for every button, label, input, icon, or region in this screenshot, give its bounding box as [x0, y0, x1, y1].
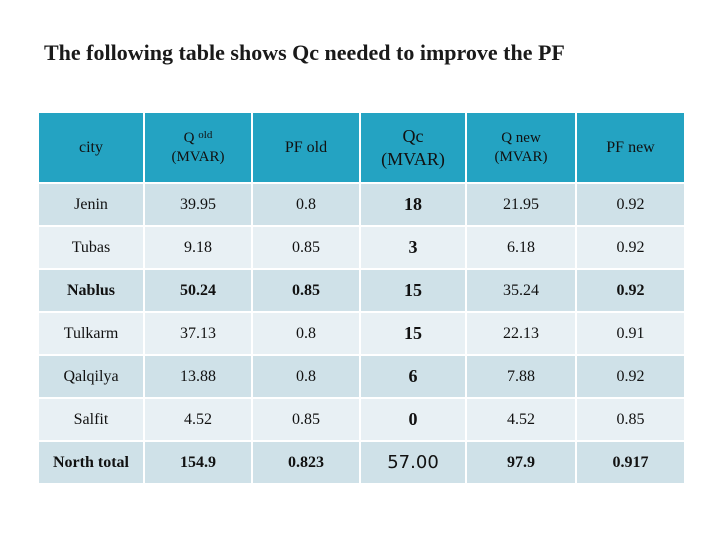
- cell-q-new: 22.13: [465, 311, 577, 356]
- cell-q-old: 154.9: [143, 440, 253, 485]
- cell-pf-new: 0.917: [575, 440, 686, 485]
- cell-pf-new: 0.92: [575, 182, 686, 227]
- cell-q-old: 13.88: [143, 354, 253, 399]
- cell-q-new: 97.9: [465, 440, 577, 485]
- page-title: The following table shows Qc needed to i…: [44, 40, 565, 65]
- cell-pf-old: 0.85: [251, 268, 361, 313]
- cell-city: Nablus: [37, 268, 145, 313]
- table-row: Jenin 39.95 0.8 18 21.95 0.92: [37, 182, 686, 227]
- table-header-row: city Q old (MVAR) PF old Qc (MVAR) Q new…: [37, 111, 686, 184]
- header-q-old: Q old (MVAR): [143, 111, 253, 184]
- cell-qc: 0: [359, 397, 467, 442]
- cell-city: Jenin: [37, 182, 145, 227]
- cell-q-old: 4.52: [143, 397, 253, 442]
- table-row: Tubas 9.18 0.85 3 6.18 0.92: [37, 225, 686, 270]
- cell-qc: 15: [359, 311, 467, 356]
- cell-pf-new: 0.92: [575, 225, 686, 270]
- cell-pf-new: 0.91: [575, 311, 686, 356]
- cell-q-old: 39.95: [143, 182, 253, 227]
- cell-q-new: 6.18: [465, 225, 577, 270]
- header-qc: Qc (MVAR): [359, 111, 467, 184]
- cell-city: Tubas: [37, 225, 145, 270]
- header-city: city: [37, 111, 145, 184]
- cell-pf-old: 0.8: [251, 354, 361, 399]
- cell-pf-old: 0.823: [251, 440, 361, 485]
- cell-pf-new: 0.92: [575, 354, 686, 399]
- pf-table: city Q old (MVAR) PF old Qc (MVAR) Q new…: [37, 111, 686, 485]
- cell-pf-new: 0.92: [575, 268, 686, 313]
- cell-qc: 3: [359, 225, 467, 270]
- header-pf-old: PF old: [251, 111, 361, 184]
- cell-pf-new: 0.85: [575, 397, 686, 442]
- cell-pf-old: 0.8: [251, 311, 361, 356]
- cell-qc: 18: [359, 182, 467, 227]
- cell-qc: 57.00: [359, 440, 467, 485]
- cell-pf-old: 0.8: [251, 182, 361, 227]
- cell-q-new: 21.95: [465, 182, 577, 227]
- table-row-total: North total 154.9 0.823 57.00 97.9 0.917: [37, 440, 686, 485]
- table-row: Qalqilya 13.88 0.8 6 7.88 0.92: [37, 354, 686, 399]
- cell-qc: 15: [359, 268, 467, 313]
- cell-q-old: 37.13: [143, 311, 253, 356]
- cell-q-new: 4.52: [465, 397, 577, 442]
- header-q-new: Q new (MVAR): [465, 111, 577, 184]
- header-pf-new: PF new: [575, 111, 686, 184]
- cell-city: Tulkarm: [37, 311, 145, 356]
- cell-pf-old: 0.85: [251, 225, 361, 270]
- cell-city: North total: [37, 440, 145, 485]
- cell-pf-old: 0.85: [251, 397, 361, 442]
- cell-q-old: 9.18: [143, 225, 253, 270]
- table-row: Nablus 50.24 0.85 15 35.24 0.92: [37, 268, 686, 313]
- cell-city: Qalqilya: [37, 354, 145, 399]
- cell-q-new: 35.24: [465, 268, 577, 313]
- cell-city: Salfit: [37, 397, 145, 442]
- cell-qc: 6: [359, 354, 467, 399]
- cell-q-old: 50.24: [143, 268, 253, 313]
- table-row: Tulkarm 37.13 0.8 15 22.13 0.91: [37, 311, 686, 356]
- table-row: Salfit 4.52 0.85 0 4.52 0.85: [37, 397, 686, 442]
- cell-q-new: 7.88: [465, 354, 577, 399]
